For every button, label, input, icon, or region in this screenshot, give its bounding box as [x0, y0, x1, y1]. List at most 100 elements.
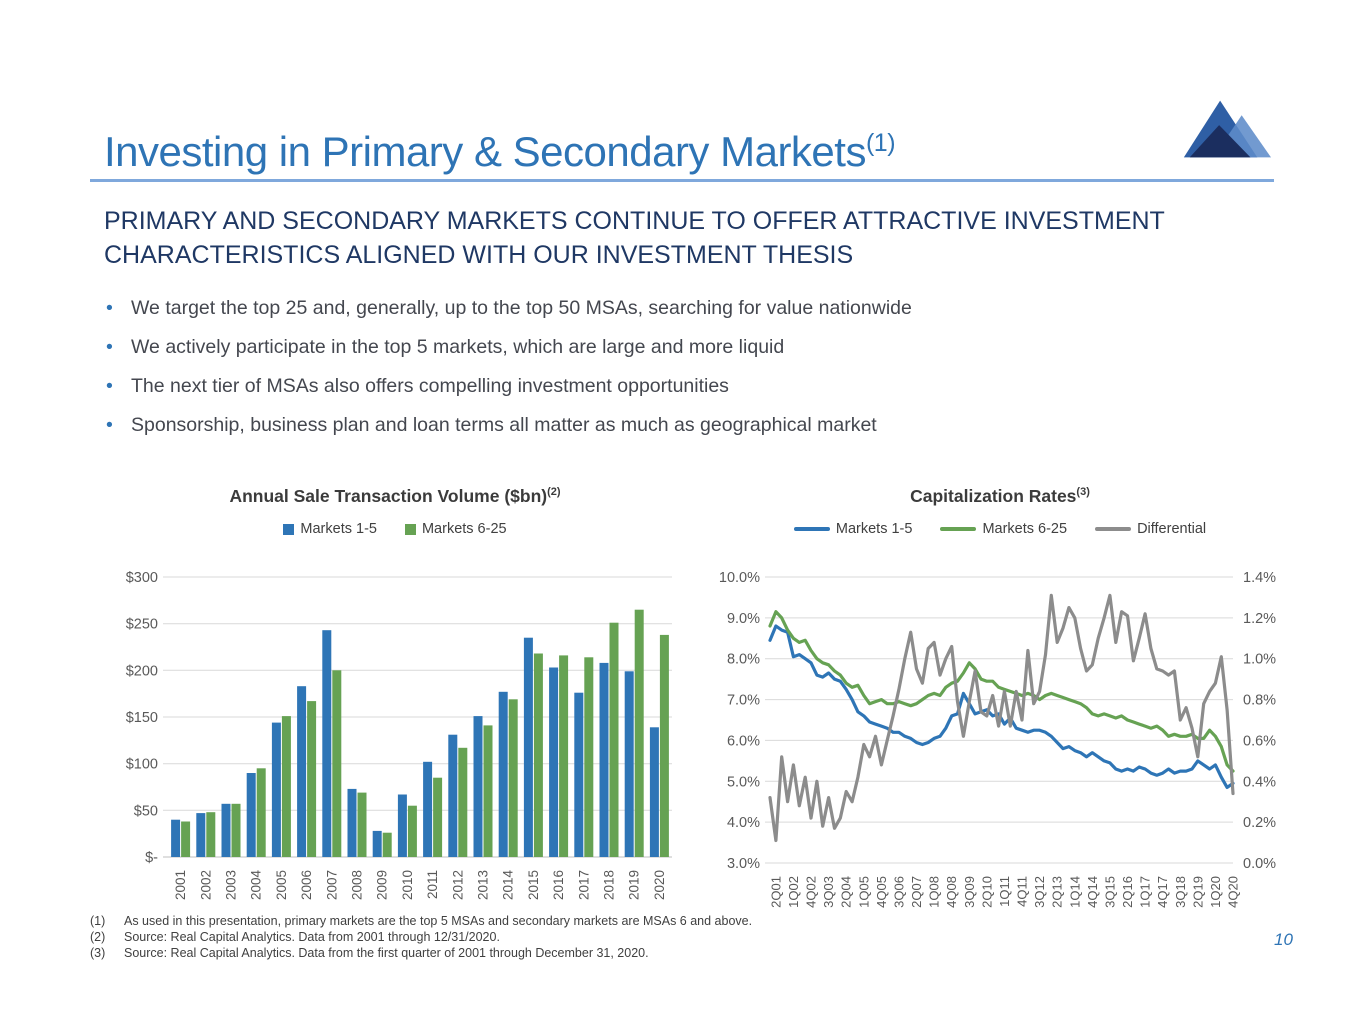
legend-item: Markets 1-5	[283, 521, 377, 537]
x-tick-label: 3Q06	[891, 876, 906, 908]
bar-2012-Markets 6-25	[458, 747, 468, 857]
x-tick-label: 2009	[375, 870, 390, 900]
bar-2014-Markets 1-5	[498, 691, 508, 857]
bar-2003-Markets 1-5	[221, 803, 231, 857]
x-tick-label: 2015	[526, 870, 541, 900]
right-axis-tick-label: 0.0%	[1243, 856, 1276, 872]
x-tick-label: 2018	[602, 870, 617, 900]
bar-2004-Markets 1-5	[246, 773, 256, 857]
x-tick-label: 2013	[476, 870, 491, 900]
bullet-item: Sponsorship, business plan and loan term…	[104, 415, 1214, 435]
x-tick-label: 1Q20	[1208, 876, 1223, 908]
x-tick-label: 4Q02	[804, 876, 819, 908]
x-tick-label: 2003	[224, 870, 239, 900]
bar-2016-Markets 6-25	[559, 655, 569, 857]
footnote: (2) Source: Real Capital Analytics. Data …	[90, 929, 752, 945]
x-tick-label: 4Q20	[1226, 876, 1241, 908]
footnote-text: Source: Real Capital Analytics. Data fro…	[124, 946, 649, 960]
y-tick-label: $300	[126, 570, 158, 586]
bullet-item: We target the top 25 and, generally, up …	[104, 298, 1214, 318]
bar-2006-Markets 6-25	[307, 701, 317, 857]
right-axis-tick-label: 0.8%	[1243, 693, 1276, 709]
footnote: (3) Source: Real Capital Analytics. Data …	[90, 945, 752, 961]
footnote-number: (3)	[90, 946, 106, 960]
x-tick-label: 2012	[450, 870, 465, 900]
bar-2015-Markets 6-25	[533, 653, 543, 857]
right-axis-tick-label: 1.4%	[1243, 570, 1276, 586]
legend-swatch-markets-1-5	[283, 523, 295, 535]
legend-swatch-markets-6-25	[404, 523, 416, 535]
left-axis-tick-label: 9.0%	[727, 611, 760, 627]
legend-item: Markets 6-25	[940, 521, 1067, 537]
x-tick-label: 2005	[274, 870, 289, 900]
x-tick-label: 3Q15	[1102, 876, 1117, 908]
bar-2008-Markets 6-25	[357, 792, 367, 857]
x-tick-label: 2010	[400, 870, 415, 900]
bar-2001-Markets 6-25	[181, 821, 191, 857]
page-title-text: Investing in Primary & Secondary Markets	[104, 128, 866, 176]
right-axis-tick-label: 0.2%	[1243, 815, 1276, 831]
legend-swatch-differential	[1095, 526, 1132, 532]
bar-2019-Markets 1-5	[624, 671, 634, 857]
x-tick-label: 2Q10	[979, 876, 994, 908]
right-axis-tick-label: 1.2%	[1243, 611, 1276, 627]
page-number: 10	[1274, 930, 1293, 949]
line-series-Differential	[768, 593, 1235, 843]
bar-chart-svg: $300 $250 $200 $150 $100 $50 $- 2001 2002 2003 200…	[126, 570, 672, 901]
x-tick-label: 2020	[652, 870, 667, 900]
y-tick-label: $-	[145, 850, 158, 866]
footnotes: (1) As used in this presentation, primary…	[90, 913, 752, 961]
right-axis-tick-label: 0.6%	[1243, 733, 1276, 749]
bullet-item: We actively participate in the top 5 mar…	[104, 337, 1214, 357]
bar-2002-Markets 6-25	[206, 812, 216, 857]
bar-2018-Markets 1-5	[599, 662, 609, 857]
bar-2004-Markets 6-25	[256, 768, 266, 857]
x-tick-label: 2Q07	[909, 876, 924, 908]
bar-2011-Markets 1-5	[423, 761, 433, 857]
y-tick-label: $200	[126, 663, 158, 679]
bar-2001-Markets 1-5	[171, 819, 181, 857]
footnote-text: As used in this presentation, primary ma…	[124, 914, 753, 928]
x-tick-label: 1Q17	[1138, 876, 1153, 908]
footnote-number: (2)	[90, 930, 106, 944]
x-tick-label: 4Q08	[944, 876, 959, 908]
x-tick-label: 1Q11	[997, 876, 1012, 907]
x-tick-label: 4Q11	[1015, 876, 1030, 907]
right-axis-tick-label: 0.4%	[1243, 774, 1276, 790]
left-axis-tick-label: 6.0%	[727, 733, 760, 749]
bar-2007-Markets 6-25	[332, 670, 342, 857]
bar-2018-Markets 6-25	[609, 622, 619, 857]
footnote-number: (1)	[90, 914, 106, 928]
line-chart-svg: 10.0% 9.0% 8.0% 7.0% 6.0% 5.0% 4.0% 3.0% 1.4% 1.2…	[719, 570, 1276, 908]
bar-2010-Markets 1-5	[397, 794, 407, 857]
x-tick-label: 2Q13	[1050, 876, 1065, 908]
x-tick-label: 3Q18	[1173, 876, 1188, 908]
x-tick-label: 2002	[198, 870, 213, 900]
footnote: (1) As used in this presentation, primary…	[90, 913, 752, 929]
x-tick-label: 2019	[627, 870, 642, 900]
chart-footnote-marker: (3)	[1076, 486, 1090, 499]
legend-item: Differential	[1095, 521, 1206, 537]
bar-2015-Markets 1-5	[523, 637, 533, 857]
x-tick-label: 2011	[425, 870, 440, 899]
x-tick-label: 1Q14	[1067, 876, 1082, 908]
figure-transaction-volume: Annual Sale Transaction Volume ($bn)(2) …	[100, 486, 690, 537]
page-title: Investing in Primary & Secondary Markets…	[104, 128, 896, 176]
x-tick-label: 2017	[576, 870, 591, 900]
bar-2009-Markets 1-5	[372, 830, 382, 857]
chart-footnote-marker: (2)	[547, 486, 561, 499]
bar-2012-Markets 1-5	[448, 734, 458, 857]
bar-2011-Markets 6-25	[433, 777, 443, 857]
x-tick-label: 2004	[249, 870, 264, 901]
line-series-Markets 1-5	[768, 624, 1235, 789]
section-heading: PRIMARY AND SECONDARY MARKETS CONTINUE T…	[104, 207, 1165, 269]
x-tick-label: 1Q02	[786, 876, 801, 908]
x-tick-label: 2Q19	[1190, 876, 1205, 908]
bar-2003-Markets 6-25	[231, 803, 241, 857]
bar-2020-Markets 6-25	[659, 634, 669, 857]
bar-2013-Markets 6-25	[483, 725, 493, 857]
x-tick-label: 4Q05	[874, 876, 889, 908]
title-footnote-marker: (1)	[865, 129, 896, 158]
bar-2005-Markets 1-5	[271, 722, 281, 857]
